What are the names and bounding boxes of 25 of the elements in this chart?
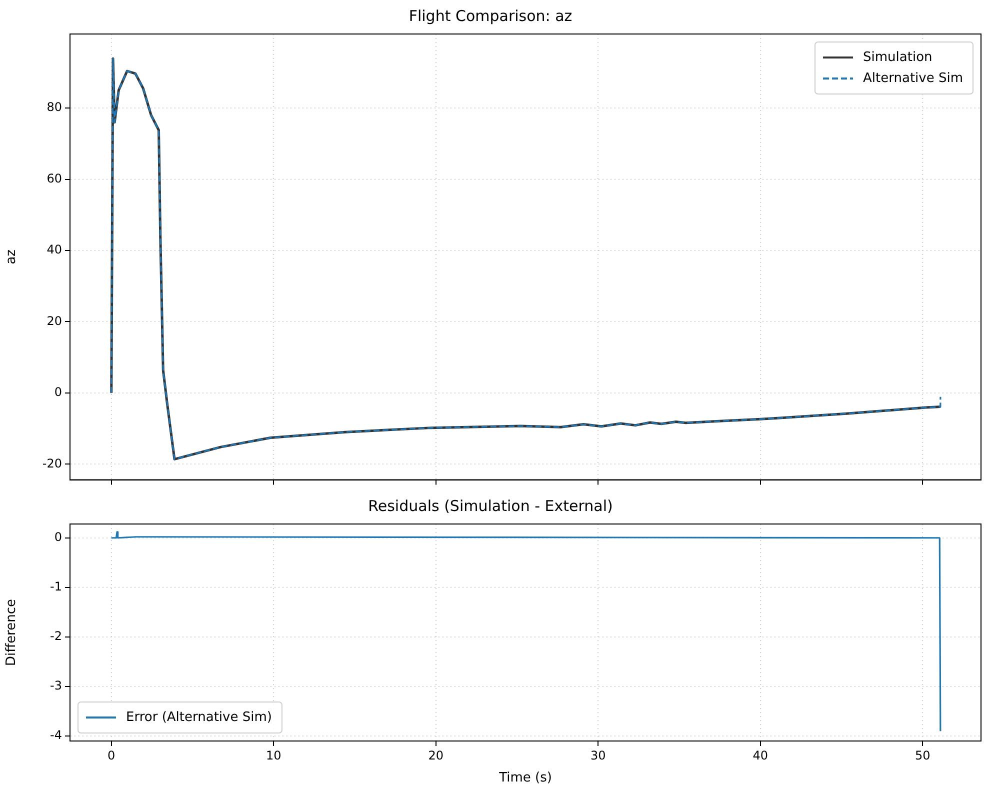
y-axis-title: Difference — [4, 598, 20, 666]
y-tick-label: -4 — [50, 728, 62, 742]
chart-title: Residuals (Simulation - External) — [368, 496, 613, 515]
x-tick-label: 30 — [590, 748, 606, 762]
x-tick-label: 50 — [914, 748, 930, 762]
y-tick-label: 0 — [54, 530, 62, 544]
legend-label: Error (Alternative Sim) — [126, 710, 272, 725]
y-tick-label: -3 — [50, 678, 62, 693]
chart-title: Flight Comparison: az — [408, 6, 572, 25]
y-tick-label: -1 — [50, 580, 62, 594]
y-tick-label: 40 — [46, 242, 62, 257]
x-tick-label: 10 — [266, 748, 282, 762]
y-tick-label: 60 — [46, 171, 62, 186]
y-tick-label: -20 — [42, 456, 62, 470]
x-axis-title: Time (s) — [498, 770, 552, 786]
legend-label: Simulation — [863, 50, 932, 65]
x-tick-label: 20 — [428, 748, 444, 762]
y-tick-label: -2 — [50, 629, 62, 644]
x-tick-label: 0 — [108, 748, 116, 762]
y-tick-label: 0 — [54, 385, 62, 400]
legend-label: Alternative Sim — [863, 70, 963, 86]
x-tick-label: 40 — [752, 748, 768, 762]
y-tick-label: 80 — [46, 100, 62, 114]
y-tick-label: 20 — [46, 314, 62, 328]
y-axis-title: az — [4, 249, 20, 264]
